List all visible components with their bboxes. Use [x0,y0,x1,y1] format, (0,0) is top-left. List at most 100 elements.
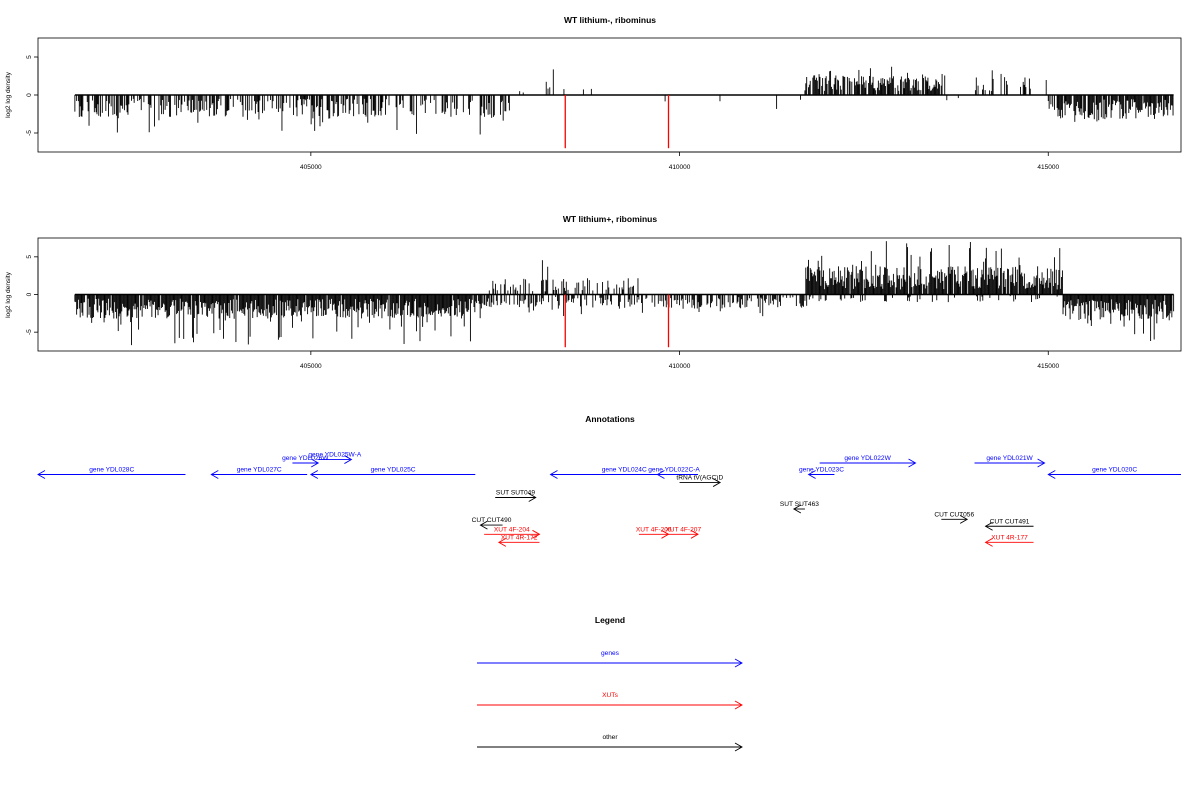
feature-arrow-head [1037,458,1046,468]
feature-arrow-head [549,470,558,479]
feature-arrow-head [528,493,537,502]
feature-arrow: gene YDL025W-A [308,452,362,464]
feature-arrow: gene YDL028C [37,467,186,479]
y-axis-label: log2 log density [5,71,12,118]
feature-label: XUT 4F-204 [494,526,530,533]
y-tick-label: -5 [26,130,33,136]
feature-label: XUT 4R-172 [501,534,538,541]
feature-arrow: XUT 4F-204 [484,526,541,539]
legend-item-other: other [477,734,743,752]
feature-arrow-head [1047,470,1056,479]
legend-title: Legend [595,615,625,625]
feature-label: gene YDL021W [986,455,1033,462]
feature-arrow-head [984,537,993,547]
panel-title: WT lithium-, ribominus [564,15,656,25]
x-tick-label: 410000 [669,164,691,171]
feature-arrow-head [309,470,319,479]
feature-arrow-head [37,470,46,479]
feature-label: gene YDL023C [799,467,844,474]
feature-label: CUT CUT490 [472,517,512,524]
feature-arrow: gene YDL025C [309,467,476,479]
legend-arrow-head [734,700,743,710]
x-tick-label: 415000 [1037,363,1059,370]
feature-arrow-head [344,455,353,464]
feature-label: CUT CUT491 [990,518,1030,525]
feature-arrow: gene YDL020C [1047,467,1181,479]
feature-label: gene YDL025W-A [308,452,362,459]
feature-arrow: CUT CUT491 [984,518,1034,531]
y-tick-label: 0 [26,292,33,296]
legend-item-genes: genes [477,650,743,668]
feature-arrow: gene YDL027C [210,467,308,479]
feature-label: gene YDL025C [371,467,416,474]
y-tick-label: 0 [26,93,33,97]
feature-arrow: SUT SUT049 [495,490,537,502]
feature-arrow: XUT 4F-207 [665,526,701,539]
feature-label: tRNA tV(AGC)D [676,475,723,482]
feature-label: XUT 4F-207 [665,526,701,533]
feature-arrow-head [807,470,816,479]
x-tick-label: 405000 [300,164,322,171]
feature-label: gene YDL026W [282,455,329,462]
x-tick-label: 415000 [1037,164,1059,171]
feature-label: CUT CUT056 [934,511,974,518]
feature-arrow: CUT CUT490 [472,517,512,530]
feature-arrow: SUT SUT463 [780,501,819,514]
feature-arrow-head [210,470,219,479]
legend-label: XUTs [602,692,618,699]
feature-arrow-head [690,529,699,539]
feature-arrow: gene YDL021W [974,455,1046,468]
feature-arrow-head [497,537,507,547]
x-axis: 405000 410000 415000 [300,151,1059,171]
feature-label: SUT SUT049 [496,490,535,497]
feature-arrow-head [479,520,488,530]
feature-arrow: gene YDL022C-A [648,467,700,479]
feature-label: gene YDL020C [1092,467,1137,474]
legend: Legend genes XUTs other [477,615,743,752]
feature-label: XUT 4F-206 [636,526,672,533]
feature-arrow-head [310,458,320,468]
position-markers [564,95,670,149]
y-axis-label: log2 log density [5,271,12,318]
position-markers [564,294,670,348]
y-axis: -5 0 5 [26,255,39,335]
feature-label: gene YDL028C [89,467,134,474]
feature-arrow: gene YDL026W [282,455,329,468]
y-tick-label: 5 [26,55,33,59]
y-tick-label: 5 [26,255,33,259]
feature-arrow-head [656,470,665,479]
y-axis: -5 0 5 [26,55,39,136]
feature-arrow: gene YDL022W [819,455,917,468]
feature-arrow-head [792,504,802,514]
feature-label: gene YDL027C [237,467,282,474]
legend-label: other [602,734,618,741]
x-axis: 405000 410000 415000 [300,350,1059,370]
legend-item-xuts: XUTs [477,692,743,710]
feature-arrow: tRNA tV(AGC)D [676,475,724,487]
legend-arrow-head [734,658,743,668]
feature-label: XUT 4R-177 [991,534,1028,541]
y-tick-label: -5 [26,329,33,335]
feature-arrow: gene YDL023C [799,467,844,479]
feature-label: gene YDL024C [602,467,647,474]
panel-title: WT lithium+, ribominus [563,214,657,224]
legend-arrow-head [734,742,743,752]
feature-arrow: XUT 4R-177 [984,534,1034,547]
feature-arrow-head [959,514,969,524]
feature-arrow: CUT CUT056 [934,511,974,524]
annotations-track: Annotations gene YDL028C gene YDL027Cgene… [37,414,1181,547]
coverage-bars [74,66,1174,135]
feature-label: gene YDL022C-A [648,467,700,474]
track-panel-lithium-minus: WT lithium-, ribominus log2 log density … [5,15,1182,171]
feature-label: SUT SUT463 [780,501,819,508]
feature-arrow-head [532,529,541,539]
feature-arrow-head [908,458,917,468]
feature-label: gene YDL022W [844,455,891,462]
coverage-bars [74,241,1175,346]
track-panel-lithium-plus: WT lithium+, ribominus log2 log density … [5,214,1182,370]
feature-arrow: XUT 4R-172 [497,534,540,547]
feature-arrow-head [984,521,993,531]
feature-arrow-head [712,478,722,487]
legend-label: genes [601,650,620,657]
